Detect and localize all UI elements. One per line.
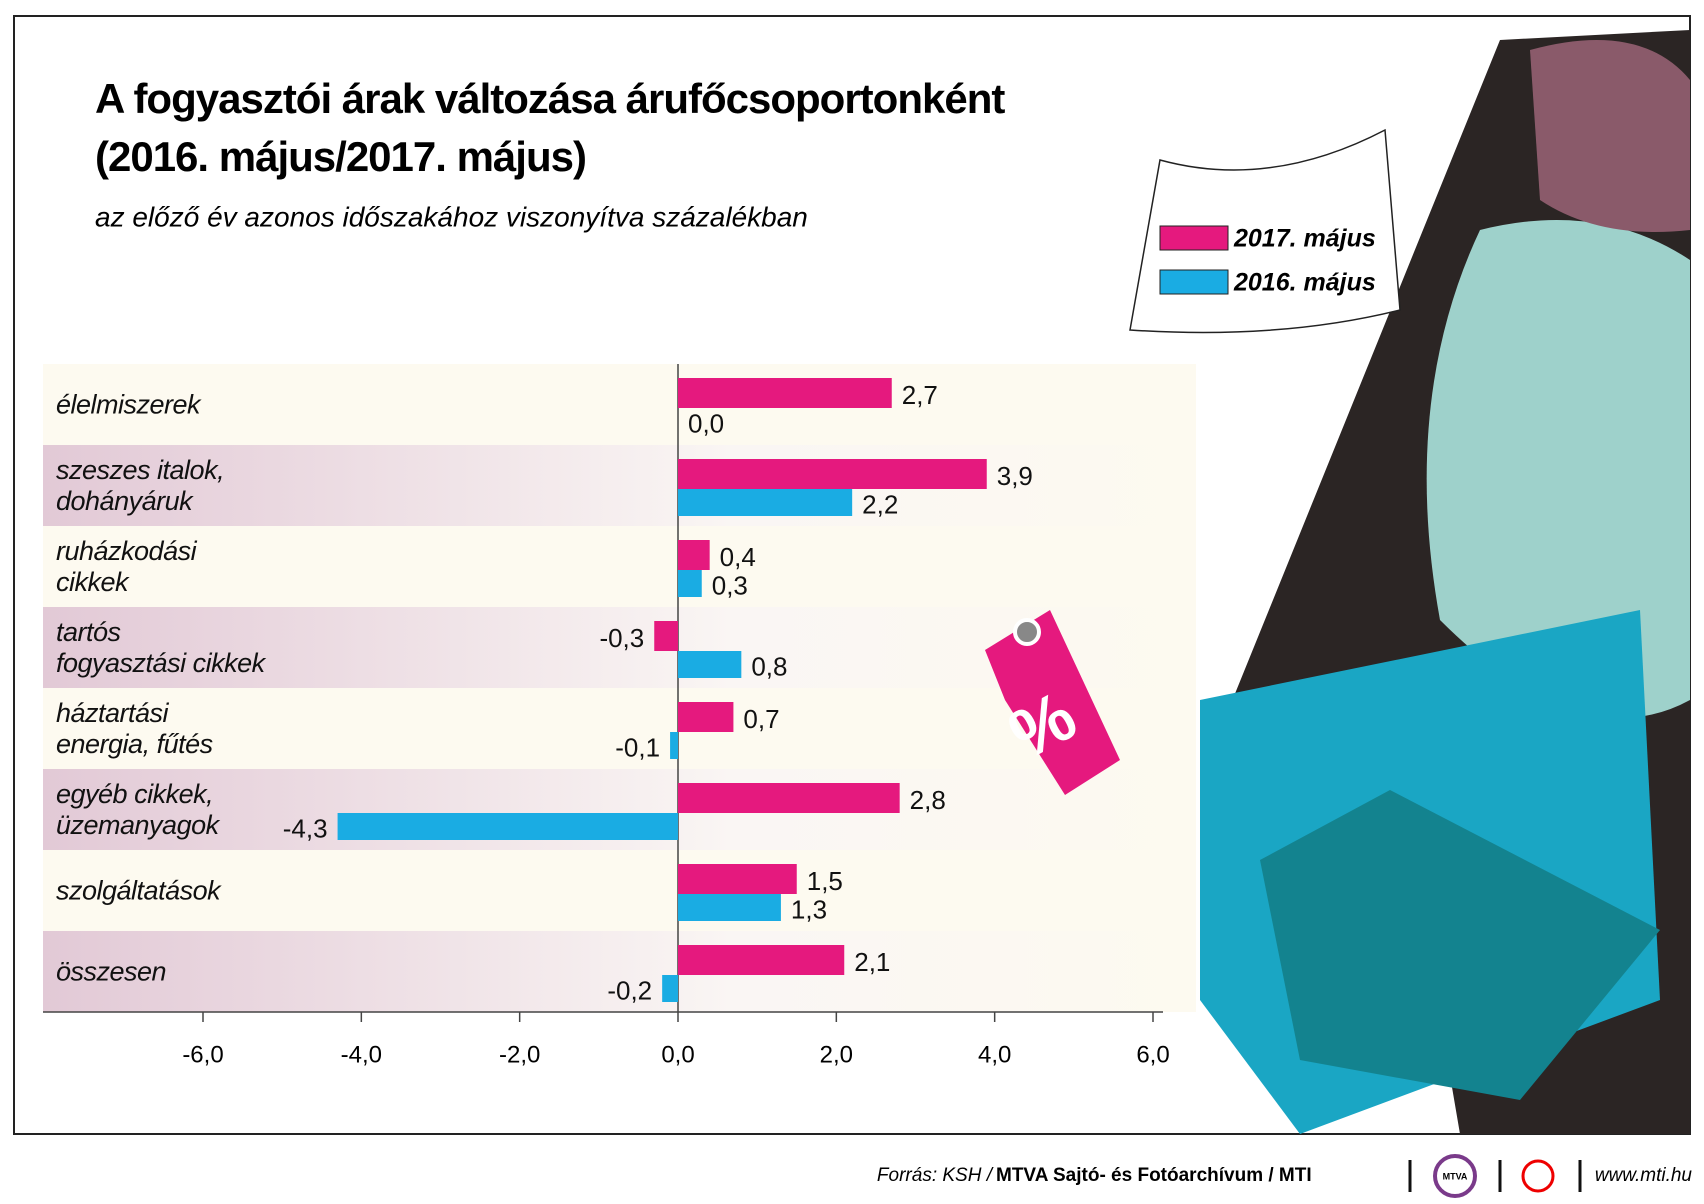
bar bbox=[678, 378, 892, 408]
footer-source: Forrás: KSH / bbox=[877, 1165, 994, 1186]
value-label: 1,3 bbox=[791, 894, 827, 924]
category-label: tartós fogyasztási cikkek bbox=[56, 616, 265, 678]
value-label: 2,8 bbox=[910, 785, 946, 815]
bar bbox=[678, 570, 702, 597]
category-label: szolgáltatások bbox=[56, 875, 221, 905]
bar bbox=[654, 621, 678, 651]
bar bbox=[678, 651, 742, 678]
bar bbox=[678, 702, 734, 732]
value-label: -0,2 bbox=[607, 975, 652, 1005]
row-background bbox=[43, 526, 1196, 607]
category-label: élelmiszerek bbox=[56, 389, 201, 419]
value-label: -4,3 bbox=[283, 813, 328, 843]
bar bbox=[670, 732, 678, 759]
category-label: háztartási energia, fűtés bbox=[56, 697, 213, 759]
value-label: 2,2 bbox=[862, 489, 898, 519]
row-background bbox=[43, 364, 1196, 445]
value-label: 0,0 bbox=[688, 408, 724, 438]
bar bbox=[678, 459, 987, 489]
value-label: 0,3 bbox=[712, 570, 748, 600]
bar bbox=[662, 975, 678, 1002]
bar bbox=[337, 813, 678, 840]
value-label: -0,3 bbox=[599, 623, 644, 653]
value-label: -0,1 bbox=[615, 732, 660, 762]
price-tag: % bbox=[985, 610, 1120, 795]
bar bbox=[678, 945, 845, 975]
logo-text: MTVA bbox=[1443, 1171, 1468, 1181]
value-label: 0,8 bbox=[751, 651, 787, 681]
row-background bbox=[43, 850, 1196, 931]
x-tick-label: -4,0 bbox=[341, 1041, 382, 1068]
value-label: 0,7 bbox=[743, 704, 779, 734]
x-tick-label: 6,0 bbox=[1136, 1041, 1169, 1068]
logo bbox=[1521, 1159, 1555, 1193]
logo bbox=[1433, 1154, 1477, 1198]
bar bbox=[678, 783, 900, 813]
category-label: összesen bbox=[56, 956, 167, 986]
legend-label: 2016. május bbox=[1233, 269, 1376, 297]
footer-url: www.mti.hu bbox=[1595, 1165, 1693, 1186]
x-tick-label: -6,0 bbox=[182, 1041, 223, 1068]
chart-title: (2016. május/2017. május) bbox=[95, 133, 586, 180]
legend-swatch bbox=[1159, 269, 1229, 295]
value-label: 3,9 bbox=[997, 461, 1033, 491]
legend-label: 2017. május bbox=[1233, 225, 1376, 253]
bar bbox=[678, 894, 781, 921]
value-label: 2,7 bbox=[902, 380, 938, 410]
value-label: 1,5 bbox=[807, 866, 843, 896]
footer-source: MTVA Sajtó- és Fotóarchívum / MTI bbox=[996, 1165, 1312, 1186]
bar bbox=[678, 864, 797, 894]
photo-decoration bbox=[1200, 30, 1690, 1134]
category-label: egyéb cikkek, üzemanyagok bbox=[56, 778, 219, 840]
x-tick-label: 0,0 bbox=[661, 1041, 694, 1068]
bar bbox=[678, 540, 710, 570]
category-label: szeszes italok, dohányáruk bbox=[56, 454, 225, 516]
row-background bbox=[43, 931, 1196, 1012]
x-tick-label: 2,0 bbox=[820, 1041, 853, 1068]
x-tick-label: -2,0 bbox=[499, 1041, 540, 1068]
chart-title: A fogyasztói árak változása árufőcsoport… bbox=[95, 75, 1005, 122]
row-background bbox=[43, 445, 1196, 526]
chart-subtitle: az előző év azonos időszakához viszonyít… bbox=[95, 201, 808, 232]
bar bbox=[678, 489, 853, 516]
x-tick-label: 4,0 bbox=[978, 1041, 1011, 1068]
category-label: ruházkodási cikkek bbox=[56, 535, 197, 597]
row-background bbox=[43, 688, 1196, 769]
legend-swatch bbox=[1159, 225, 1229, 251]
value-label: 2,1 bbox=[854, 947, 890, 977]
value-label: 0,4 bbox=[720, 542, 756, 572]
